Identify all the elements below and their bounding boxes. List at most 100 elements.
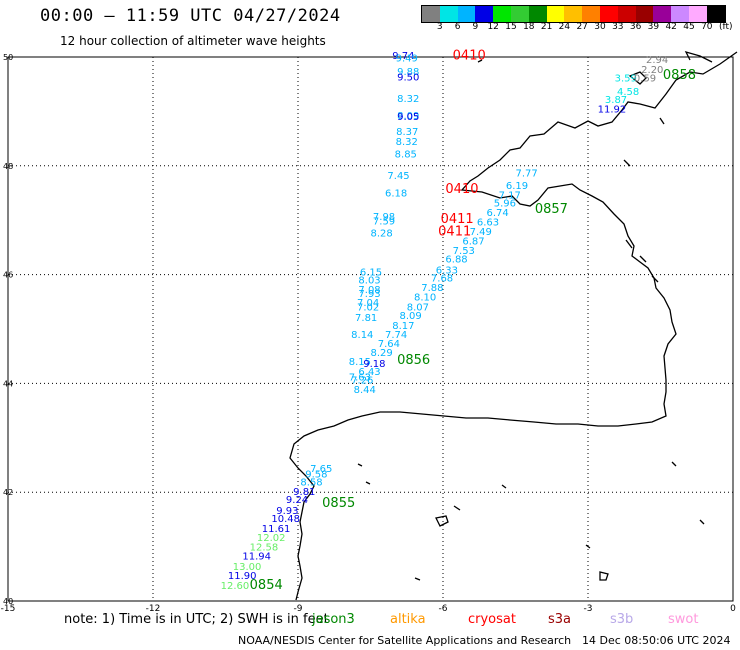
wave-height-value: 7.59 <box>373 217 395 228</box>
legend-unit: (ft) <box>719 22 733 32</box>
color-legend <box>421 5 726 23</box>
wave-height-value: 6.74 <box>487 208 509 219</box>
map-subtitle: 12 hour collection of altimeter wave hei… <box>60 34 326 48</box>
legend-swatch <box>617 6 636 22</box>
wave-height-value: 7.26 <box>351 375 373 386</box>
legend-swatch <box>564 6 583 22</box>
altika-track: 6.158.037.087.937.047.027.81 8.14 8.15 7.63… <box>349 268 382 397</box>
pass-time-label: 0857 <box>535 202 568 217</box>
wave-height-value: 7.77 <box>516 169 538 180</box>
latitude-tick-label: 44 <box>3 379 13 388</box>
wave-height-value: 9.24 <box>286 495 308 506</box>
latitude-tick-label: 48 <box>3 162 13 171</box>
jason3-track-0857: 7.776.197.175.966.746.637.496.877.536.88… <box>358 169 568 379</box>
legend-label: 33 <box>612 22 624 32</box>
latitude-tick-label: 46 <box>3 271 13 280</box>
legend-label: 15 <box>505 22 517 32</box>
legend-label: 18 <box>523 22 535 32</box>
wave-height-value: 13.00 <box>233 562 262 573</box>
jason3-track-0856: 0856 <box>397 353 430 368</box>
wave-height-value: 2.20 <box>641 65 663 76</box>
legend-label: 70 <box>701 22 713 32</box>
wave-height-value: 8.58 <box>300 478 322 489</box>
legend-swatch <box>599 6 618 22</box>
wave-height-value: 8.37 <box>396 127 418 138</box>
legend-swatch <box>528 6 547 22</box>
wave-height-value: 8.32 <box>397 94 419 105</box>
legend-label: 36 <box>629 22 642 32</box>
wave-height-value: 9.88 <box>397 67 419 78</box>
legend-labels: 3 6 9 12 15 18 21 24 27 30 33 36 39 42 45 70 <box>421 22 740 34</box>
legend-swatch <box>510 6 529 22</box>
wave-height-value: 8.07 <box>407 303 429 314</box>
wave-height-value: 6.33 <box>436 266 458 277</box>
legend-label: 24 <box>558 22 571 32</box>
pass-time-label: 0854 <box>250 578 283 593</box>
jason3-track-0855: 7.659.588.589.819.249.9310.4811.6112.021… <box>221 464 356 592</box>
wave-height-value: 8.28 <box>371 229 393 240</box>
legend-label: 3 <box>436 22 443 32</box>
wave-height-value: 6.43 <box>358 367 380 378</box>
coastline <box>289 50 738 601</box>
credit-text: NOAA/NESDIS Center for Satellite Applica… <box>238 634 572 647</box>
lat-lon-grid <box>7 56 734 602</box>
cryosat-track-4: 8.28 0411 <box>371 224 472 239</box>
longitude-tick-label: -3 <box>584 604 593 614</box>
jason3-track-0854: 0854 <box>250 578 283 593</box>
wave-height-value: 11.61 <box>262 524 291 535</box>
wave-height-value: 7.74 <box>385 330 407 341</box>
longitude-tick-label: -9 <box>294 604 303 614</box>
wave-height-value: 9.58 <box>305 470 327 481</box>
wave-height-value: 8.32 <box>396 137 418 148</box>
wave-height-value: 8.15 <box>349 357 371 368</box>
wave-height-value: 8.09 <box>400 311 422 322</box>
legend-swatch <box>688 6 707 22</box>
map-title: 00:00 — 11:59 UTC 04/27/2024 <box>40 6 341 26</box>
legend-swatch <box>582 6 600 22</box>
pass-time-label: 0858 <box>663 68 696 83</box>
wave-height-value: 9.74 <box>392 51 414 62</box>
wave-height-value: 9.50 <box>397 72 419 83</box>
wave-height-value: 6.87 <box>462 237 484 248</box>
wave-height-value: 7.08 <box>358 285 380 296</box>
legend-swatch <box>706 6 725 22</box>
legend-label: 12 <box>487 22 499 32</box>
generated-timestamp: 14 Dec 08:50:06 UTC 2024 <box>582 634 731 647</box>
wave-height-value: 9.05 <box>397 112 419 123</box>
wave-height-value: 9.93 <box>276 506 298 517</box>
satellite-legend-item: s3a <box>548 612 572 627</box>
wave-height-value: 8.44 <box>354 385 376 396</box>
wave-height-value: 11.94 <box>242 552 271 563</box>
wave-height-value: 12.60 <box>221 581 250 592</box>
wave-height-value: 8.10 <box>414 293 436 304</box>
wave-height-value: 9.49 <box>396 53 418 64</box>
axis-labels: -15 -12 -9 -6 -3 0 50 48 46 44 42 40 <box>1 53 736 614</box>
pass-time-label: 0856 <box>397 353 430 368</box>
satellite-legend-item: s3b <box>610 612 634 627</box>
legend-label: 42 <box>665 22 677 32</box>
latitude-tick-label: 40 <box>3 597 13 606</box>
pass-time-label: 0411 <box>441 212 474 227</box>
wave-height-value: 7.63 <box>349 373 371 384</box>
legend-label: 30 <box>594 22 606 32</box>
wave-height-value: 7.04 <box>357 298 379 309</box>
wave-height-value: 9.18 <box>363 359 385 370</box>
wave-height-value: 12.58 <box>250 542 279 553</box>
map-frame <box>7 56 734 602</box>
wave-height-value: 7.45 <box>387 171 409 182</box>
footnote: note: 1) Time is in UTC; 2) SWH is in fe… <box>64 612 329 627</box>
legend-swatch <box>635 6 654 22</box>
wave-height-value: 6.63 <box>477 218 499 229</box>
wave-height-value: 6.19 <box>506 181 528 192</box>
wave-height-value: 7.68 <box>431 274 453 285</box>
wave-height-value: 7.98 <box>373 212 395 223</box>
wave-height-value: 7.64 <box>378 339 400 350</box>
wave-height-value: 7.17 <box>499 190 521 201</box>
legend-label: 39 <box>647 22 660 32</box>
wave-height-value: 11.90 <box>228 571 257 582</box>
wave-height-value: 8.29 <box>371 348 393 359</box>
wave-height-value: 8.85 <box>395 150 417 161</box>
legend-swatch <box>422 6 440 22</box>
legend-swatch <box>546 6 565 22</box>
wave-height-value: 8.03 <box>358 275 380 286</box>
